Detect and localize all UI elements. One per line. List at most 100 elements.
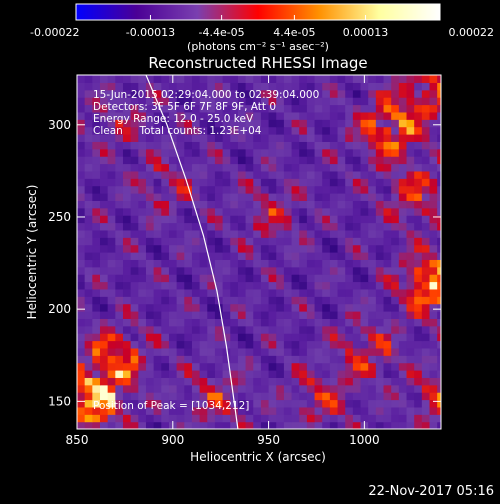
- heatmap-cell: [107, 414, 116, 423]
- heatmap-cell: [406, 148, 415, 157]
- heatmap-cell: [421, 392, 431, 401]
- heatmap-cell: [276, 370, 285, 378]
- heatmap-cell: [99, 296, 109, 305]
- heatmap-cell: [429, 104, 438, 113]
- heatmap-cell: [145, 222, 155, 231]
- heatmap-cell: [184, 384, 193, 393]
- heatmap-cell: [176, 347, 185, 356]
- heatmap-cell: [314, 244, 323, 253]
- heatmap-cell: [306, 318, 316, 327]
- heatmap-cell: [84, 244, 93, 253]
- heatmap-cell: [406, 111, 415, 120]
- heatmap-cell: [268, 215, 277, 224]
- heatmap-cell: [360, 325, 369, 334]
- heatmap-cell: [184, 170, 193, 179]
- heatmap-cell: [222, 325, 231, 334]
- heatmap-cell: [306, 347, 316, 356]
- heatmap-cell: [322, 185, 331, 194]
- heatmap-cell: [329, 362, 339, 371]
- heatmap-cell: [283, 281, 293, 290]
- heatmap-cell: [99, 156, 109, 165]
- heatmap-cell: [406, 126, 415, 135]
- heatmap-cell: [260, 303, 270, 312]
- heatmap-cell: [84, 126, 93, 135]
- heatmap-cell: [260, 377, 270, 386]
- heatmap-cell: [168, 156, 178, 165]
- heatmap-cell: [77, 200, 86, 209]
- heatmap-cell: [406, 237, 415, 246]
- heatmap-cell: [283, 170, 293, 179]
- heatmap-cell: [191, 414, 201, 423]
- heatmap-cell: [122, 318, 132, 327]
- heatmap-cell: [391, 126, 400, 135]
- heatmap-cell: [398, 244, 408, 253]
- heatmap-cell: [314, 104, 323, 113]
- heatmap-cell: [115, 355, 124, 364]
- heatmap-cell: [168, 237, 178, 246]
- heatmap-cell: [168, 193, 178, 201]
- heatmap-cell: [107, 104, 116, 113]
- heatmap-cell: [138, 193, 147, 201]
- heatmap-cell: [199, 111, 208, 120]
- heatmap-cell: [207, 325, 216, 334]
- heatmap-cell: [391, 237, 400, 246]
- heatmap-cell: [184, 318, 193, 327]
- heatmap-cell: [352, 377, 362, 386]
- heatmap-cell: [222, 215, 231, 224]
- heatmap-cell: [92, 229, 101, 238]
- heatmap-cell: [276, 259, 285, 268]
- heatmap-cell: [398, 170, 408, 179]
- heatmap-cell: [199, 347, 208, 356]
- heatmap-cell: [153, 148, 162, 157]
- heatmap-cell: [207, 104, 216, 113]
- heatmap-cell: [199, 384, 208, 393]
- heatmap-cell: [253, 325, 262, 334]
- heatmap-cell: [92, 266, 101, 275]
- colorbar-tick-label: -4.4e-05: [198, 26, 244, 39]
- heatmap-cell: [368, 97, 377, 106]
- heatmap-cell: [176, 111, 185, 120]
- heatmap-cell: [368, 392, 377, 401]
- heatmap-cell: [138, 104, 147, 113]
- heatmap-cell: [207, 200, 216, 209]
- heatmap-cell: [421, 311, 431, 319]
- heatmap-cell: [314, 111, 323, 120]
- heatmap-cell: [184, 377, 193, 386]
- heatmap-cell: [176, 325, 185, 334]
- heatmap-cell: [214, 274, 224, 283]
- heatmap-cell: [207, 237, 216, 246]
- heatmap-cell: [222, 163, 231, 172]
- heatmap-cell: [245, 126, 254, 135]
- heatmap-cell: [375, 318, 385, 327]
- heatmap-cell: [145, 170, 155, 179]
- heatmap-cell: [77, 362, 86, 371]
- heatmap-cell: [168, 111, 178, 120]
- heatmap-cell: [322, 163, 331, 172]
- heatmap-cell: [260, 281, 270, 290]
- heatmap-cell: [99, 311, 109, 319]
- heatmap-cell: [291, 193, 300, 201]
- colorbar-tick-label: 4.4e-05: [273, 26, 315, 39]
- heatmap-cell: [391, 399, 400, 408]
- heatmap-cell: [199, 229, 208, 238]
- heatmap-cell: [237, 362, 247, 371]
- heatmap-cell: [99, 229, 109, 238]
- heatmap-cell: [352, 281, 362, 290]
- heatmap-cell: [437, 178, 441, 187]
- colorbar-tick-label: 0.00022: [449, 26, 495, 39]
- heatmap-cell: [398, 414, 408, 423]
- heatmap-cell: [337, 126, 346, 135]
- heatmap-cell: [421, 421, 431, 429]
- heatmap-cell: [214, 384, 224, 393]
- heatmap-cell: [260, 126, 270, 135]
- heatmap-cell: [184, 281, 193, 290]
- heatmap-cell: [391, 325, 400, 334]
- heatmap-cell: [360, 215, 369, 224]
- heatmap-cell: [360, 185, 369, 194]
- heatmap-cell: [406, 377, 415, 386]
- heatmap-cell: [398, 266, 408, 275]
- heatmap-cell: [337, 392, 346, 401]
- heatmap-cell: [375, 414, 385, 423]
- heatmap-cell: [161, 406, 170, 415]
- heatmap-cell: [84, 82, 93, 91]
